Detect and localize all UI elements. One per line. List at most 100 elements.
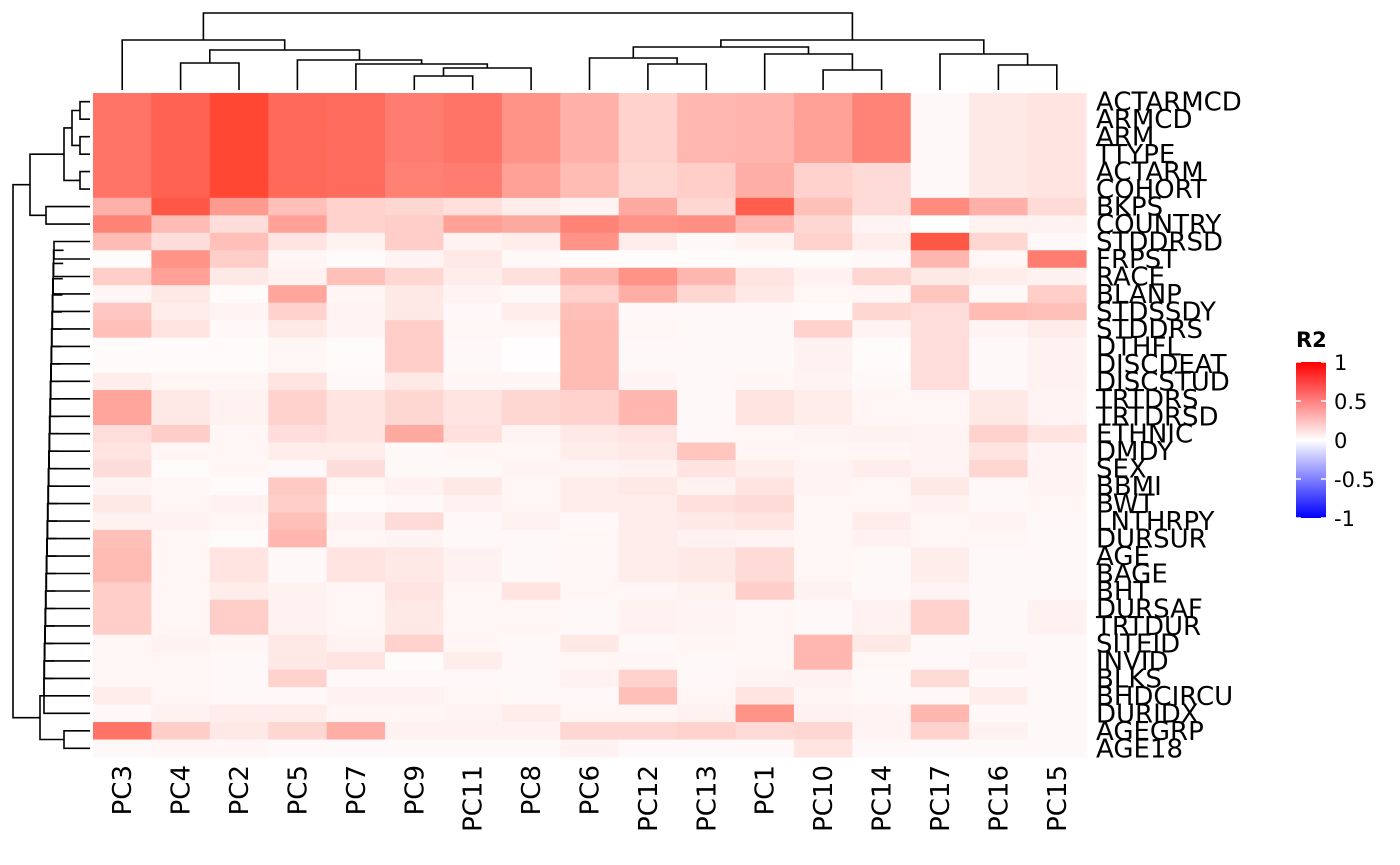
heatmap-cell [618,302,678,321]
row-label: INVID [1096,647,1169,677]
heatmap-cell [618,547,678,566]
heatmap-cell [793,599,853,618]
heatmap-cell [969,617,1029,636]
heatmap-cell [793,162,853,181]
heatmap-cell [560,687,620,706]
row-label: BWT [1096,490,1155,520]
heatmap-cell [93,547,153,566]
heatmap-cell [735,337,795,356]
heatmap-cell [1027,564,1087,583]
heatmap-cell [677,232,737,251]
heatmap-cell [443,285,503,304]
heatmap-cell [268,477,328,496]
heatmap-cell [385,564,445,583]
heatmap-cell [677,337,737,356]
heatmap-cell [443,162,503,181]
heatmap-cell [910,267,970,286]
heatmap-cell [93,197,153,216]
color-legend: R2 1 0.5 0 -0.5 -1 [1296,328,1375,531]
heatmap-cell [793,652,853,671]
heatmap-cell [501,494,561,513]
heatmap-cell [209,599,269,618]
legend-tick-label: -0.5 [1334,468,1375,492]
heatmap-cell [735,704,795,723]
heatmap-cell [852,285,912,304]
heatmap-cell [385,582,445,601]
heatmap-cell [618,652,678,671]
heatmap-cell [910,215,970,234]
heatmap-cell [677,722,737,741]
heatmap-cell [910,145,970,164]
heatmap-cell [852,512,912,531]
heatmap-cell [326,93,386,112]
heatmap-cell [209,267,269,286]
heatmap-cell [151,127,211,147]
heatmap-cell [151,337,211,356]
heatmap-cell [385,197,445,216]
heatmap-cell [209,425,269,444]
heatmap-cell [852,564,912,583]
heatmap-cell [93,512,153,531]
row-label: SITEID [1096,629,1180,659]
heatmap-cell [209,407,269,426]
heatmap-cell [735,477,795,496]
heatmap-cell [93,634,153,653]
heatmap-cell [560,582,620,601]
heatmap-cell [852,337,912,356]
heatmap-cell [910,232,970,251]
heatmap-cell [677,739,737,758]
heatmap-cell [326,687,386,706]
heatmap-cell [385,267,445,286]
heatmap-cell [560,529,620,548]
heatmap-cell [501,372,561,391]
column-label: PC10 [809,765,839,832]
heatmap-cell [910,337,970,356]
heatmap-cell [910,390,970,409]
heatmap-cell [326,494,386,513]
heatmap-cell [560,320,620,339]
legend-tick-label: -1 [1334,507,1355,531]
heatmap-cell [910,302,970,321]
heatmap-cell [443,180,503,199]
row-label: AGE [1096,542,1150,572]
heatmap-cell [151,494,211,513]
row-label: DTHFL [1096,332,1181,362]
heatmap-cell [268,162,328,181]
heatmap-cell [151,547,211,566]
row-dendrogram-link [12,183,40,719]
heatmap-cell [209,215,269,234]
heatmap-cell [385,547,445,566]
heatmap-cell [209,634,269,653]
heatmap-cell [910,512,970,531]
column-label: PC8 [517,765,547,815]
row-label: DURSAF [1096,594,1203,624]
heatmap-cell [385,93,445,112]
heatmap-cell [385,215,445,234]
heatmap-cell [560,355,620,374]
heatmap-cell [793,110,853,129]
heatmap-cell [443,337,503,356]
heatmap-cell [852,110,912,129]
heatmap-cell [151,407,211,426]
heatmap-cell [910,652,970,671]
heatmap-cell [151,687,211,706]
row-label: ACTARM [1096,158,1204,188]
heatmap-cell [677,477,737,496]
heatmap-cell [735,162,795,181]
heatmap-cell [151,722,211,741]
heatmap-cell [735,547,795,566]
heatmap-cell [1027,477,1087,496]
heatmap-cell [209,512,269,531]
heatmap-cell [326,215,386,234]
column-dendrogram-link [647,63,708,90]
heatmap-cell [677,582,737,601]
heatmap-cell [969,232,1029,251]
heatmap-cell [268,390,328,409]
heatmap-cell [268,127,328,147]
heatmap-cell [385,302,445,321]
heatmap-cell [793,197,853,216]
heatmap-cell [326,547,386,566]
heatmap-cell [268,442,328,461]
heatmap-cell [209,250,269,269]
heatmap-cell [677,93,737,112]
